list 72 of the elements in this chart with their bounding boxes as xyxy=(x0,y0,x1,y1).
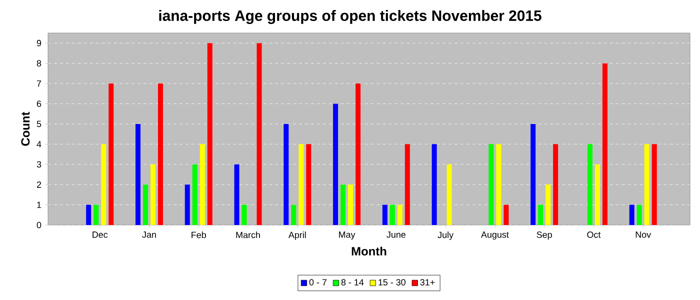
y-tick-label: 3 xyxy=(36,161,42,168)
bar xyxy=(644,144,650,225)
bar xyxy=(488,144,494,225)
bar xyxy=(333,104,338,225)
bar xyxy=(291,204,296,225)
y-tick-label: 9 xyxy=(36,40,42,46)
bar xyxy=(158,84,163,225)
x-tick-label: June xyxy=(386,232,406,238)
bar xyxy=(142,184,148,225)
bar xyxy=(256,43,262,225)
bar xyxy=(404,144,410,225)
bar xyxy=(101,144,106,225)
y-tick-label: 0 xyxy=(36,222,42,228)
x-tick-label: Dec xyxy=(92,232,108,238)
chart-title: iana-ports Age groups of open tickets November 2015 xyxy=(159,10,542,24)
bar xyxy=(432,144,437,225)
x-tick-label: Feb xyxy=(192,232,206,238)
x-axis-title: Month xyxy=(352,246,386,256)
bar xyxy=(397,204,402,225)
y-tick-label: 4 xyxy=(36,141,42,148)
x-tick-label: August xyxy=(481,232,509,240)
legend-label: 0 - 7 xyxy=(309,279,326,286)
y-tick-label: 2 xyxy=(36,181,42,188)
bar xyxy=(446,164,452,225)
x-tick-label: Sep xyxy=(536,232,552,240)
bar xyxy=(150,164,156,225)
y-tick-label: 1 xyxy=(37,202,42,208)
legend-label: 8 - 14 xyxy=(341,279,364,286)
bar xyxy=(390,204,395,225)
bar xyxy=(587,144,592,225)
bar xyxy=(348,184,354,225)
bar xyxy=(636,204,642,225)
bar xyxy=(546,184,551,225)
bar xyxy=(200,144,205,225)
y-tick-label: 6 xyxy=(36,100,42,107)
bar xyxy=(602,63,608,225)
x-tick-label: Nov xyxy=(636,232,652,238)
bar xyxy=(108,84,114,225)
bar xyxy=(86,204,92,225)
bar xyxy=(284,124,289,225)
x-tick-label: May xyxy=(339,232,356,240)
legend-label: 15 - 30 xyxy=(378,279,406,286)
x-tick-label: Jan xyxy=(142,232,156,238)
x-tick-label: April xyxy=(288,232,306,240)
bar xyxy=(652,144,657,225)
bar xyxy=(382,204,388,225)
y-tick-label: 8 xyxy=(36,60,42,67)
bar xyxy=(298,144,304,225)
y-tick-label: 5 xyxy=(36,120,42,128)
y-tick-label: 7 xyxy=(36,80,42,87)
bar xyxy=(94,204,99,225)
bar xyxy=(135,124,140,225)
bar xyxy=(496,144,502,225)
bar xyxy=(356,84,361,225)
bar xyxy=(504,204,509,225)
y-axis-title: Count xyxy=(21,112,30,146)
bar xyxy=(192,164,198,225)
legend-label: 31+ xyxy=(420,279,435,286)
bar xyxy=(184,184,190,225)
bar xyxy=(306,144,312,225)
bar xyxy=(242,204,247,225)
bar xyxy=(234,164,240,225)
bar xyxy=(553,144,558,225)
bar xyxy=(530,124,536,225)
x-tick-label: March xyxy=(236,232,260,238)
x-tick-label: July xyxy=(438,232,454,240)
bar xyxy=(594,164,600,225)
bar xyxy=(207,43,212,225)
bar xyxy=(340,184,346,225)
bar xyxy=(538,204,544,225)
bar xyxy=(629,204,634,225)
x-tick-label: Oct xyxy=(587,232,601,238)
